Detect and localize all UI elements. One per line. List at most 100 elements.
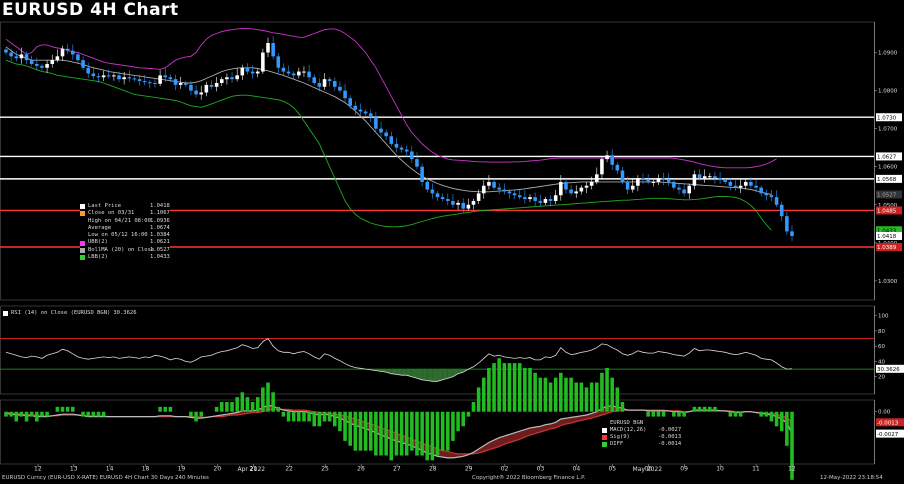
macd-histogram-bar (317, 411, 322, 427)
candle-body (702, 176, 707, 179)
rsi-legend: RSI (14) on Close (EURUSD BGN) 30.3626 (3, 310, 137, 316)
level-label-box (876, 113, 902, 122)
candle-body (615, 164, 620, 171)
x-tick-label: 04 (573, 466, 581, 473)
candle-body (440, 197, 445, 200)
candle-body (553, 195, 558, 201)
legend-swatch (80, 233, 85, 238)
macd-histogram-bar (40, 411, 44, 417)
candle-body (656, 178, 661, 182)
macd-histogram-bar (235, 397, 239, 412)
candle-body (19, 54, 24, 59)
macd-histogram-bar (327, 411, 332, 422)
candle-body (70, 50, 75, 55)
macd-histogram-bar (446, 411, 450, 451)
candle-body (605, 155, 609, 160)
macd-histogram-bar (487, 367, 491, 412)
candle-body (245, 67, 250, 72)
macd-histogram-bar (471, 402, 476, 412)
candle-body (148, 82, 152, 84)
macd-histogram-bar (55, 406, 60, 412)
x-tick-label: 12 (788, 466, 796, 473)
candle-body (219, 79, 224, 83)
level-label-box (876, 206, 902, 215)
candle-body (168, 77, 173, 80)
legend-label: Average (88, 224, 112, 231)
candle-body (507, 191, 512, 194)
macd-histogram-bar (476, 387, 481, 412)
legend-label: UBB(2) (88, 239, 108, 246)
candle-body (410, 151, 414, 160)
candle-body (363, 111, 368, 114)
y-tick-label: 1.0300 (878, 279, 898, 285)
macd-histogram-bar (661, 411, 666, 417)
macd-line (5, 404, 793, 459)
macd-histogram-bar (528, 367, 532, 412)
macd-histogram-bar (502, 363, 507, 412)
macd-histogram-bar (605, 367, 609, 412)
macd-histogram-bar (738, 411, 743, 417)
macd-legend-label: DIFF (610, 441, 624, 447)
rsi-y-tick-label: 80 (878, 329, 885, 335)
candle-body (158, 75, 162, 84)
macd-histogram-bar (14, 411, 19, 422)
price-legend-row: LBB(2) 1.0433 (80, 254, 170, 261)
macd-histogram-bar (543, 377, 548, 412)
macd-histogram-bar (646, 411, 650, 417)
macd-histogram-bar (517, 363, 522, 412)
level-label-box (876, 243, 902, 252)
level-label-box (876, 174, 902, 183)
macd-histogram-bar (404, 411, 409, 456)
candle-body (548, 199, 553, 201)
macd-legend-swatch (602, 428, 607, 433)
candle-body (96, 76, 101, 78)
macd-histogram-bar (451, 411, 455, 441)
x-tick-label: 20 (214, 466, 222, 473)
candle-body (332, 81, 337, 87)
macd-histogram-bar (158, 406, 162, 412)
candle-body (779, 204, 784, 217)
macd-histogram-bar (358, 411, 363, 451)
candle-body (708, 176, 712, 178)
candle-body (435, 193, 440, 198)
macd-histogram-bar (322, 411, 327, 422)
rsi-oversold-fill (447, 369, 453, 379)
candle-body (127, 77, 132, 79)
rsi-y-tick-label: 40 (878, 359, 885, 365)
macd-legend-value: -0.0014 (658, 441, 682, 447)
candle-body (307, 71, 311, 78)
x-tick-label: 25 (321, 466, 329, 473)
rsi-y-tick-label: 100 (878, 314, 889, 320)
candle-body (528, 197, 532, 200)
macd-histogram-bar (708, 406, 712, 412)
candle-body (117, 75, 121, 80)
macd-histogram-bar (497, 358, 501, 412)
price-legend-row: High on 04/21 08:00 1.0936 (80, 218, 170, 225)
bollinger-moving-average (5, 46, 772, 195)
macd-histogram-bar (420, 411, 424, 456)
macd-histogram-bar (245, 397, 250, 412)
macd-histogram-bar (19, 411, 24, 417)
candle-body (235, 75, 239, 80)
candle-body (625, 181, 630, 190)
candle-body (60, 48, 65, 57)
macd-histogram-bar (594, 382, 599, 412)
macd-histogram-bar (163, 406, 168, 412)
macd-histogram-bar (415, 411, 419, 456)
macd-histogram-bar (281, 411, 286, 417)
candle-body (4, 49, 8, 53)
candle-body (759, 187, 763, 194)
candle-body (81, 60, 85, 68)
macd-histogram-bar (651, 411, 656, 417)
candle-body (14, 56, 19, 59)
candle-body (672, 181, 676, 188)
macd-histogram-bar (255, 397, 260, 412)
macd-legend-row: DIFF -0.0014 (602, 441, 681, 448)
macd-histogram-bar (230, 402, 234, 412)
macd-histogram-bar (379, 411, 383, 456)
macd-histogram-bar (70, 406, 75, 412)
macd-histogram-bar (389, 411, 394, 461)
candle-body (374, 117, 378, 129)
x-tick-label: 02 (501, 466, 509, 473)
candle-body (713, 176, 717, 179)
